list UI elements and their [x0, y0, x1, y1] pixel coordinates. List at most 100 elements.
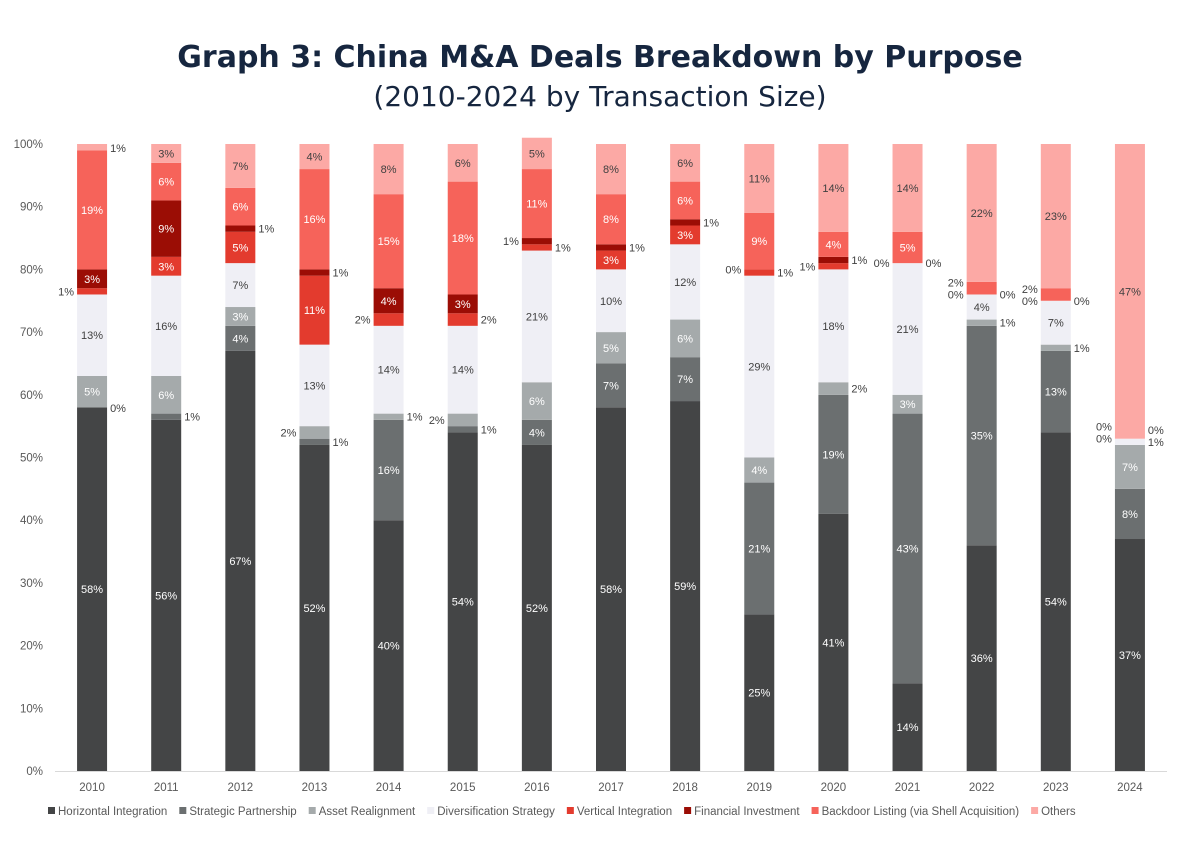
- bar-segment: [521, 444, 552, 771]
- legend-label: Strategic Partnership: [189, 806, 296, 818]
- bar-segment: [299, 344, 330, 427]
- legend-label: Others: [1041, 806, 1076, 818]
- legend-swatch: [684, 807, 692, 814]
- bar-segment: [966, 294, 997, 320]
- legend-swatch: [308, 807, 316, 814]
- bar-segment: [966, 319, 997, 326]
- legend-swatch: [179, 807, 187, 814]
- bar-segment: [299, 438, 330, 445]
- bar-segment: [373, 520, 404, 771]
- data-label: 16%: [155, 321, 177, 333]
- data-label: 4%: [825, 239, 841, 251]
- data-label: 2%: [355, 315, 371, 327]
- bar-segment: [447, 294, 478, 314]
- data-label: 7%: [1122, 462, 1138, 474]
- bar-segment: [892, 413, 923, 684]
- data-label: 23%: [1045, 211, 1067, 223]
- bar-segment: [892, 683, 923, 771]
- data-label: 6%: [455, 158, 471, 170]
- x-tick-label: 2020: [821, 782, 847, 794]
- data-label: 4%: [751, 465, 767, 477]
- x-tick-label: 2016: [524, 782, 550, 794]
- bar-segment: [818, 513, 849, 771]
- bar-segment: [151, 375, 182, 414]
- bar-segment: [1040, 350, 1071, 433]
- bar-segment: [744, 144, 775, 213]
- bar-segment: [521, 137, 552, 170]
- data-label: 1%: [851, 255, 867, 267]
- bar-segment: [818, 394, 849, 514]
- legend-label: Vertical Integration: [577, 806, 672, 818]
- bar-segment: [596, 269, 626, 333]
- data-label: 0%: [1000, 289, 1016, 301]
- bar-segment: [1114, 539, 1145, 771]
- data-label: 7%: [1048, 318, 1064, 330]
- x-tick-label: 2023: [1043, 782, 1069, 794]
- data-label: 11%: [304, 305, 325, 317]
- bar-segment: [670, 181, 701, 220]
- data-label: 1%: [332, 268, 348, 280]
- bar-segment: [151, 144, 182, 163]
- x-tick-label: 2012: [228, 782, 254, 794]
- x-tick-label: 2010: [79, 782, 105, 794]
- data-label: 6%: [529, 396, 545, 408]
- bar-segment: [373, 325, 404, 414]
- bar-segment: [373, 288, 404, 314]
- bar-segment: [670, 357, 701, 402]
- data-label: 21%: [748, 543, 770, 555]
- y-tick-label: 0%: [26, 766, 43, 778]
- data-label: 6%: [158, 177, 174, 189]
- data-label: 3%: [158, 148, 174, 160]
- data-label: 8%: [603, 164, 619, 176]
- bar-segment: [892, 263, 923, 395]
- bar-segment: [596, 144, 626, 195]
- bar-segment: [151, 200, 182, 257]
- data-label: 13%: [1045, 387, 1067, 399]
- data-label: 8%: [603, 214, 619, 226]
- bar-segment: [521, 169, 552, 239]
- bar-segment: [151, 413, 182, 420]
- data-label: 1%: [1148, 437, 1164, 449]
- data-label: 3%: [677, 230, 693, 242]
- data-label: 1%: [555, 242, 571, 254]
- data-label: 0%: [1096, 434, 1112, 446]
- data-label: 7%: [677, 374, 693, 386]
- data-label: 4%: [529, 427, 545, 439]
- data-label: 25%: [748, 688, 770, 700]
- data-label: 47%: [1119, 286, 1141, 298]
- data-label: 54%: [1045, 597, 1067, 609]
- bar-segment: [77, 375, 108, 408]
- bar-segment: [744, 482, 775, 615]
- legend-swatch: [811, 807, 819, 814]
- bar-segment: [596, 194, 626, 245]
- bar-segment: [966, 545, 997, 771]
- bar-segment: [225, 350, 256, 771]
- x-tick-label: 2017: [598, 782, 624, 794]
- data-label: 3%: [158, 261, 174, 273]
- data-label: 1%: [777, 268, 793, 280]
- bar-segment: [299, 426, 330, 439]
- bar-segment: [670, 144, 701, 182]
- bar-segment: [818, 144, 849, 232]
- data-label: 0%: [1148, 425, 1164, 437]
- bar-segment: [373, 144, 404, 195]
- chart-subtitle: (2010-2024 by Transaction Size): [373, 80, 827, 113]
- data-label: 1%: [1074, 343, 1090, 355]
- bar-segment: [744, 275, 775, 458]
- x-tick-label: 2011: [154, 782, 179, 794]
- data-label: 41%: [822, 637, 844, 649]
- data-label: 2%: [851, 384, 867, 396]
- data-label: 15%: [378, 236, 400, 248]
- data-label: 3%: [84, 274, 100, 286]
- data-label: 67%: [229, 556, 251, 568]
- bar-segment: [818, 269, 849, 383]
- bar-segment: [77, 144, 108, 151]
- legend-label: Asset Realignment: [319, 806, 416, 818]
- data-label: 3%: [232, 311, 248, 323]
- x-tick-label: 2024: [1117, 782, 1143, 794]
- data-label: 0%: [1022, 296, 1038, 308]
- bar-segment: [151, 419, 182, 771]
- bar-segment: [596, 332, 626, 364]
- data-label: 0%: [110, 403, 126, 415]
